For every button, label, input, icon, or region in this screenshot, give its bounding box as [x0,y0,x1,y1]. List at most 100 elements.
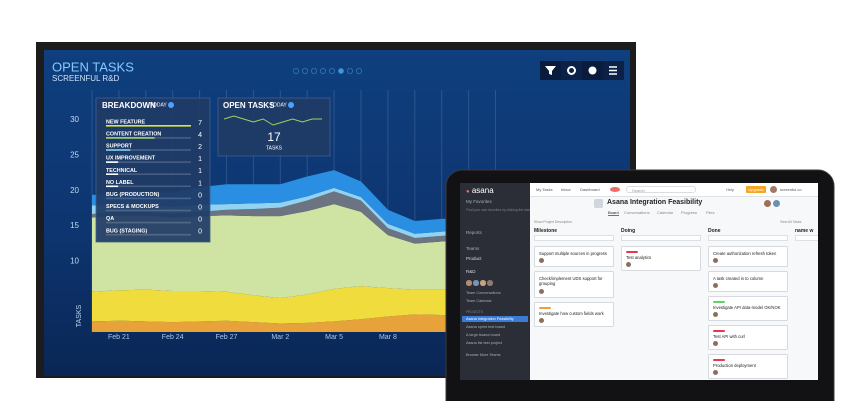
x-tick-label: Mar 8 [379,334,397,341]
tab[interactable]: Board [608,210,619,216]
task-card[interactable]: Test analytics [621,246,701,271]
member-avatar [773,200,780,207]
pager-dot[interactable] [292,68,299,75]
search-box[interactable]: Search [626,186,696,193]
tab[interactable]: Progress [681,210,698,215]
teams[interactable]: Teams [466,246,480,251]
project-link[interactable]: A large Asana board [466,333,501,337]
project-link[interactable]: Asana list test project [466,341,503,345]
task-card[interactable]: A task created in to column [708,271,788,293]
pager-dot[interactable] [355,68,362,75]
task-name: A task created in to column [713,276,764,281]
team-link[interactable]: Team Calendar [466,299,492,303]
panel-bg [95,97,211,243]
x-tick-label: Feb 24 [162,334,184,341]
area [92,170,496,234]
pager-dot[interactable] [310,68,317,75]
team-item[interactable]: R&D [466,269,476,274]
task-card[interactable]: Create authorization refresh token [708,246,788,268]
sidebar: ● asana My Favorites Find your own favor… [460,183,530,380]
team-item[interactable]: Product [466,256,482,261]
pager-dot[interactable] [346,68,353,75]
avatar[interactable] [770,186,777,193]
task-card[interactable]: Check/implement UDS support for grouping [534,271,614,298]
project-title: Asana Integration Feasibility [607,199,703,206]
pager-dot[interactable] [328,68,335,75]
y-axis-label: TASKS [76,304,83,327]
task-name: Production deployment [713,362,756,368]
row-count: 2 [198,144,202,151]
filter-icon [545,66,556,75]
assignee [713,341,718,346]
project-link[interactable]: Asana sprint test board [466,325,506,329]
x-tick-label: Feb 21 [108,334,130,341]
tab[interactable]: Conversations [624,210,650,215]
pager-dot[interactable] [301,68,308,75]
logo[interactable]: ● asana [466,186,494,195]
member-avatar [480,280,486,286]
pager-dot[interactable] [319,68,326,75]
help-icon[interactable] [288,102,294,108]
pager [292,68,362,75]
panel-title: BREAKDOWN [102,101,156,110]
nav-link[interactable]: My Tasks [536,187,553,192]
open-tasks-unit: TASKS [266,145,283,151]
task-card[interactable]: Investigate how custom fields work [534,302,614,327]
breakdown-rows: NEW FEATURE 7 CONTENT CREATION 4 SUPPORT 2 UX … [106,119,202,236]
open-tasks-panel: OPEN TASKS TODAY 17 TASKS [217,97,331,157]
team-link[interactable]: Team Conversations [466,291,501,295]
row-label: TECHNICAL [106,168,138,174]
y-tick-label: 25 [70,150,79,159]
add-task[interactable] [621,235,701,241]
row-track [106,221,191,224]
row-count: 1 [198,168,202,175]
add-task[interactable] [708,235,788,241]
sparkline [223,115,322,126]
row-bar [106,125,191,127]
description-link[interactable]: Show Project Description [534,220,572,224]
settings-button[interactable] [561,61,582,80]
task-card[interactable]: Production deployment [708,354,788,379]
add-task[interactable] [795,235,818,241]
row-label: SUPPORT [106,144,133,150]
help-icon[interactable] [168,102,174,108]
favorites[interactable]: My Favorites [466,199,492,204]
member-avatar [487,280,493,286]
column-title: Milestone [534,228,558,234]
pager-dot[interactable] [337,68,344,75]
assignee [713,283,718,289]
row-label: UX IMPROVEMENT [106,156,156,162]
settings-icon [567,66,576,75]
area [92,314,496,332]
task-name: Check/implement UDS support for grouping [539,276,603,287]
assignee [539,288,544,294]
row-label: CONTENT CREATION [106,132,161,138]
tab[interactable]: Calendar [657,210,674,215]
main: My Tasks Inbox Dashboard Search Help Upgra… [530,183,818,380]
assignee [626,262,631,267]
task-card[interactable]: Test API with curl [708,325,788,350]
tab[interactable]: Files [706,210,715,215]
help-link[interactable]: Help [726,187,735,192]
task-card[interactable]: Support multiple sources in progress [534,246,614,268]
add-task[interactable] [534,235,614,241]
view-all-link[interactable]: View All Tasks [780,220,802,224]
row-count: 0 [198,192,202,199]
row-track [106,173,191,175]
member-avatar [466,280,472,286]
user-name[interactable]: screenful.co [780,187,802,192]
reports[interactable]: Reports [466,230,482,235]
nav-link[interactable]: Dashboard [580,187,600,192]
task-name: Test analytics [626,254,652,260]
task-card[interactable]: Investigate API data-model OK/NOK [708,296,788,321]
dashboard-title: OPEN TASKS [52,59,134,74]
logo-text: asana [471,186,494,195]
upgrade-button[interactable]: Upgrade [746,186,766,193]
project-icon [594,199,603,208]
browse-teams[interactable]: Browse More Teams [466,353,501,357]
row-count: 0 [198,217,202,224]
row-bar [106,185,119,188]
nav-link[interactable]: Inbox [561,187,571,192]
assignee [713,258,718,264]
project-link[interactable]: Asana Integration Feasibility [462,316,528,322]
